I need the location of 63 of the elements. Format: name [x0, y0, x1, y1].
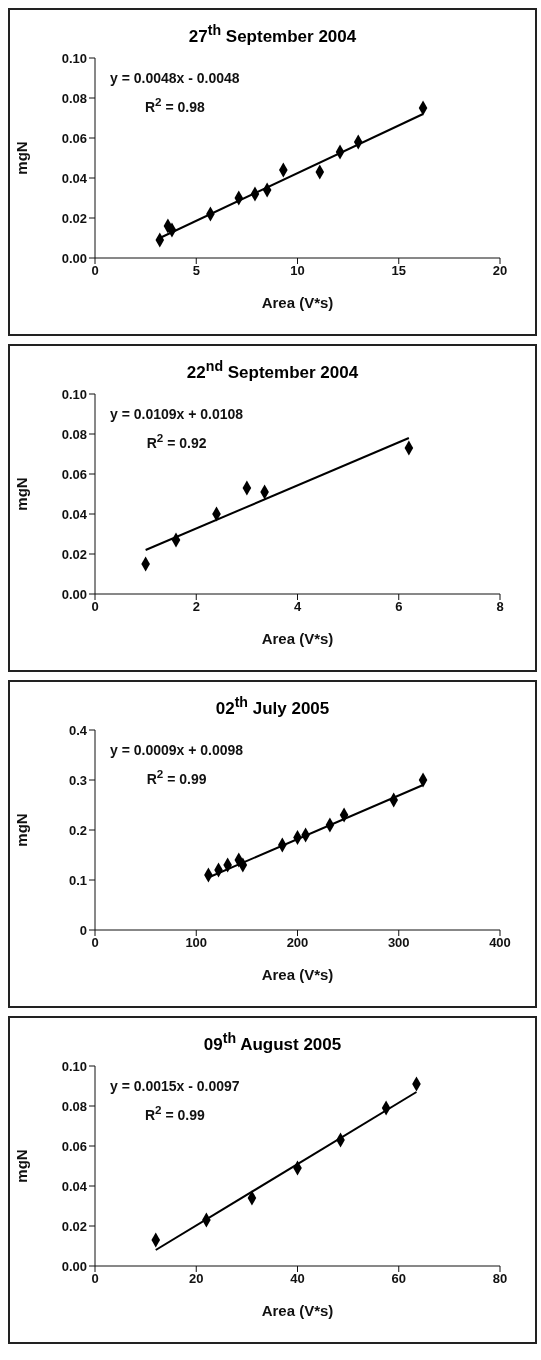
y-tick-label: 0.04	[61, 170, 88, 186]
x-tick-label: 0	[91, 1271, 99, 1287]
chart-title: 02$^{th}$ July 2005	[214, 694, 331, 720]
y-tick-label: 0.00	[61, 586, 87, 602]
annotation: y = 0.0109x + 0.0108	[110, 405, 244, 424]
y-tick-label: 0.08	[61, 90, 87, 106]
y-axis-title: mgN	[13, 141, 31, 175]
x-tick-label: 2	[192, 599, 200, 615]
y-tick-label: 0.1	[68, 872, 87, 888]
y-tick-label: 0.02	[61, 546, 87, 562]
y-tick-label: 0.00	[61, 250, 87, 266]
x-tick-label: 0	[91, 935, 99, 951]
x-tick-label: 300	[387, 935, 410, 951]
y-tick-label: 0.02	[61, 1218, 87, 1234]
x-axis-title: Area (V*s)	[261, 630, 334, 647]
x-tick-label: 200	[286, 935, 309, 951]
y-axis-title: mgN	[13, 813, 31, 847]
y-tick-label: 0.06	[61, 130, 87, 146]
annotation: R$^{2}$ = 0.92	[145, 430, 208, 453]
y-tick-label: 0.10	[61, 50, 87, 66]
annotation: R$^{2}$ = 0.99	[143, 1102, 206, 1125]
x-tick-label: 5	[192, 263, 200, 279]
chart-title: 22$^{nd}$ September 2004	[185, 358, 360, 384]
chart-title: 27$^{th}$ September 2004	[187, 22, 358, 48]
y-tick-label: 0.04	[61, 1178, 88, 1194]
x-tick-label: 0	[91, 263, 99, 279]
x-axis-title: Area (V*s)	[261, 294, 334, 311]
y-tick-label: 0.06	[61, 466, 87, 482]
x-tick-label: 40	[290, 1271, 305, 1287]
annotation: y = 0.0015x - 0.0097	[110, 1077, 240, 1096]
annotation: y = 0.0048x - 0.0048	[110, 69, 240, 88]
x-tick-label: 400	[489, 935, 511, 951]
x-tick-label: 100	[185, 935, 208, 951]
x-tick-label: 6	[395, 599, 403, 615]
annotation: R$^{2}$ = 0.99	[145, 766, 208, 789]
y-tick-label: 0.10	[61, 1058, 87, 1074]
x-axis-title: Area (V*s)	[261, 1302, 334, 1319]
annotation: R$^{2}$ = 0.98	[143, 94, 206, 117]
y-tick-label: 0	[79, 922, 87, 938]
y-tick-label: 0.06	[61, 1138, 87, 1154]
y-tick-label: 0.3	[68, 772, 87, 788]
x-tick-label: 10	[290, 263, 305, 279]
y-tick-label: 0.00	[61, 1258, 87, 1274]
x-tick-label: 15	[391, 263, 406, 279]
y-tick-label: 0.08	[61, 426, 87, 442]
x-tick-label: 60	[391, 1271, 406, 1287]
y-axis-title: mgN	[13, 1149, 31, 1183]
x-tick-label: 20	[189, 1271, 204, 1287]
x-tick-label: 80	[492, 1271, 508, 1287]
y-tick-label: 0.08	[61, 1098, 87, 1114]
y-tick-label: 0.02	[61, 210, 87, 226]
x-tick-label: 0	[91, 599, 99, 615]
y-tick-label: 0.10	[61, 386, 87, 402]
x-tick-label: 20	[492, 263, 508, 279]
x-tick-label: 4	[293, 599, 302, 615]
x-tick-label: 8	[496, 599, 504, 615]
x-axis-title: Area (V*s)	[261, 966, 334, 983]
annotation: y = 0.0009x + 0.0098	[110, 741, 244, 760]
y-tick-label: 0.2	[68, 822, 87, 838]
y-tick-label: 0.04	[61, 506, 88, 522]
y-axis-title: mgN	[13, 477, 31, 511]
chart-title: 09$^{th}$ August 2005	[202, 1030, 343, 1056]
y-tick-label: 0.4	[68, 722, 88, 738]
